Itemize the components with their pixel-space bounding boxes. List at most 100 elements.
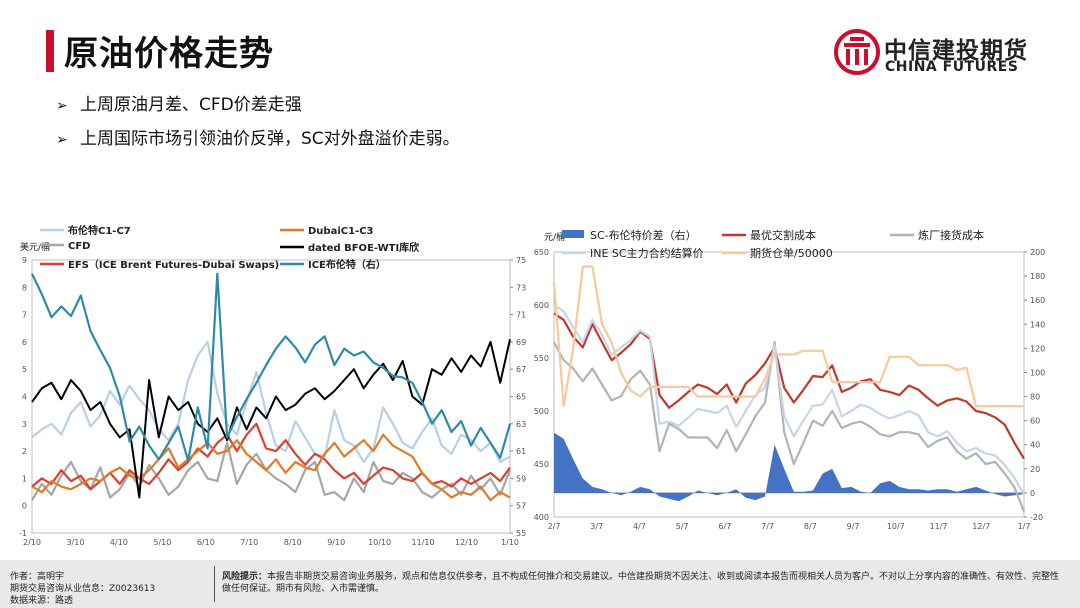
legend-label: CFD	[68, 241, 90, 252]
y-left-tick-label: 500	[534, 407, 549, 416]
y-right-tick-label: 20	[1030, 465, 1040, 474]
risk-text: 本报告非期货交易咨询业务服务，观点和信息仅供参考，且不构成任何推介和交易建议。中…	[222, 572, 1060, 594]
y-right-tick-label: 120	[1030, 344, 1045, 353]
y-right-tick-label: 61	[516, 447, 526, 456]
y-left-tick-label: 600	[534, 301, 549, 310]
y-right-tick-label: 140	[1030, 320, 1045, 329]
x-tick-label: 9/10	[327, 538, 345, 547]
y-left-tick-label: 400	[534, 513, 549, 522]
x-tick-label: 11/10	[412, 538, 435, 547]
arrow-bullet-icon: ➢	[56, 98, 68, 114]
x-tick-label: 3/10	[66, 538, 84, 547]
legend-label: 布伦特C1-C7	[68, 224, 131, 237]
x-tick-label: 2/7	[548, 522, 561, 531]
footer: 作者：高明宇 期货交易咨询从业信息：Z0023613 数据来源：路透 风险提示：…	[0, 560, 1080, 608]
y-right-tick-label: 57	[516, 502, 526, 511]
x-tick-label: 8/10	[284, 538, 302, 547]
series-line-5	[31, 272, 512, 462]
x-tick-label: 7/10	[240, 538, 258, 547]
y-right-tick-label: 200	[1030, 248, 1045, 257]
y-left-tick-label: 0	[22, 502, 27, 511]
logo-english-name: CHINA FUTURES	[885, 59, 1019, 75]
bullet-list: ➢ 上周原油月差、CFD价差走强 ➢ 上周国际市场引领油价反弹，SC对外盘溢价走弱。	[56, 94, 460, 162]
y-left-tick-label: 450	[534, 460, 549, 469]
legend-label: 炼厂接货成本	[918, 228, 984, 242]
y-right-tick-label: 69	[516, 338, 526, 347]
y-left-tick-label: 2	[22, 447, 27, 456]
y-left-tick-label: 1	[22, 474, 27, 483]
x-tick-label: 10/7	[887, 522, 905, 531]
y-right-tick-label: 100	[1030, 368, 1045, 377]
risk-label: 风险提示：	[222, 572, 268, 582]
legend-swatch	[562, 230, 584, 238]
y-left-tick-label: 8	[22, 283, 27, 292]
legend-label: INE SC主力合约结算价	[590, 246, 704, 260]
series-line-1	[553, 312, 1025, 460]
x-tick-label: 1/10	[501, 538, 519, 547]
x-tick-label: 6/7	[718, 522, 731, 531]
x-tick-label: 12/7	[972, 522, 990, 531]
y-right-tick-label: 75	[516, 256, 526, 265]
legend-label: ICE布伦特（右）	[308, 258, 386, 271]
legend-label: DubaiC1-C3	[308, 226, 374, 237]
y-left-tick-label: 650	[534, 248, 549, 257]
bullet-text: 上周原油月差、CFD价差走强	[80, 95, 302, 115]
series-line-1	[31, 441, 512, 502]
series-line-2	[553, 341, 1026, 513]
license-text: 期货交易咨询从业信息：Z0023613	[10, 584, 156, 594]
bullet-text: 上周国际市场引领油价反弹，SC对外盘溢价走弱。	[80, 129, 460, 149]
charts-area: -1 0 1 2 3 4 5 6 7 8 9 55 57 59 61 63 65 67 69 71 73 75 2/10 3/…	[0, 210, 1080, 550]
source-text: 数据来源：路透	[10, 596, 74, 606]
bullet-item: ➢ 上周国际市场引领油价反弹，SC对外盘溢价走弱。	[56, 128, 460, 162]
legend-label: dated BFOE-WTI库欣	[308, 241, 420, 254]
y-right-tick-label: 73	[516, 283, 526, 292]
china-futures-emblem-icon	[834, 29, 880, 75]
series-line-3	[553, 304, 1025, 496]
y-left-tick-label: 7	[22, 311, 27, 320]
arrow-bullet-icon: ➢	[56, 132, 68, 148]
legend-label: EFS（ICE Brent Futures-Dubai Swaps)	[68, 258, 279, 271]
x-tick-label: 11/7	[930, 522, 948, 531]
series-line-4	[31, 338, 511, 499]
y-left-tick-label: 3	[22, 420, 27, 429]
author-text: 作者：高明宇	[10, 572, 65, 582]
y-left-tick-label: 4	[22, 393, 27, 402]
brand-logo: 中信建投期货 CHINA FUTURES	[834, 29, 1034, 79]
series-area-0	[554, 432, 1024, 502]
bullet-item: ➢ 上周原油月差、CFD价差走强	[56, 94, 460, 128]
x-tick-label: 8/7	[804, 522, 817, 531]
x-tick-label: 4/7	[633, 522, 646, 531]
series-line-4	[552, 265, 1024, 408]
legend-label: SC-布伦特价差（右）	[590, 228, 697, 242]
y-axis-unit-label: 美元/桶	[20, 241, 50, 253]
series-line-3	[31, 433, 511, 502]
y-right-tick-label: 59	[516, 474, 526, 483]
x-tick-label: 1/7	[1018, 522, 1031, 531]
risk-disclaimer: 风险提示：本报告非期货交易咨询业务服务，观点和信息仅供参考，且不构成任何推介和交…	[222, 571, 1062, 595]
y-right-tick-label: -20	[1030, 513, 1043, 522]
x-tick-label: 7/7	[761, 522, 774, 531]
x-tick-label: 9/7	[847, 522, 860, 531]
plot-frame	[553, 251, 1025, 518]
y-axis-unit-label: 元/桶	[544, 231, 565, 243]
y-right-tick-label: 71	[516, 311, 526, 320]
y-right-tick-label: 180	[1030, 272, 1045, 281]
x-tick-label: 4/10	[110, 538, 128, 547]
y-right-tick-label: 40	[1030, 441, 1040, 450]
y-right-tick-label: 80	[1030, 393, 1040, 402]
y-right-tick-label: 60	[1030, 417, 1040, 426]
footer-divider	[214, 566, 215, 602]
y-left-tick-label: 9	[22, 256, 27, 265]
y-left-tick-label: 5	[22, 365, 27, 374]
x-tick-label: 12/10	[455, 538, 478, 547]
footer-author-block: 作者：高明宇 期货交易咨询从业信息：Z0023613 数据来源：路透	[10, 571, 155, 607]
legend-label: 最优交割成本	[750, 228, 816, 242]
series-line-0	[31, 340, 511, 464]
x-tick-label: 2/10	[23, 538, 41, 547]
x-tick-label: 6/10	[197, 538, 215, 547]
sc-cost-chart: 400 450 500 550 600 650 -20 0 20 40 60 80 100 120 140 1…	[534, 228, 1046, 531]
y-right-tick-label: 67	[516, 365, 526, 374]
y-right-tick-label: 65	[516, 393, 526, 402]
y-right-tick-label: 55	[516, 529, 526, 538]
